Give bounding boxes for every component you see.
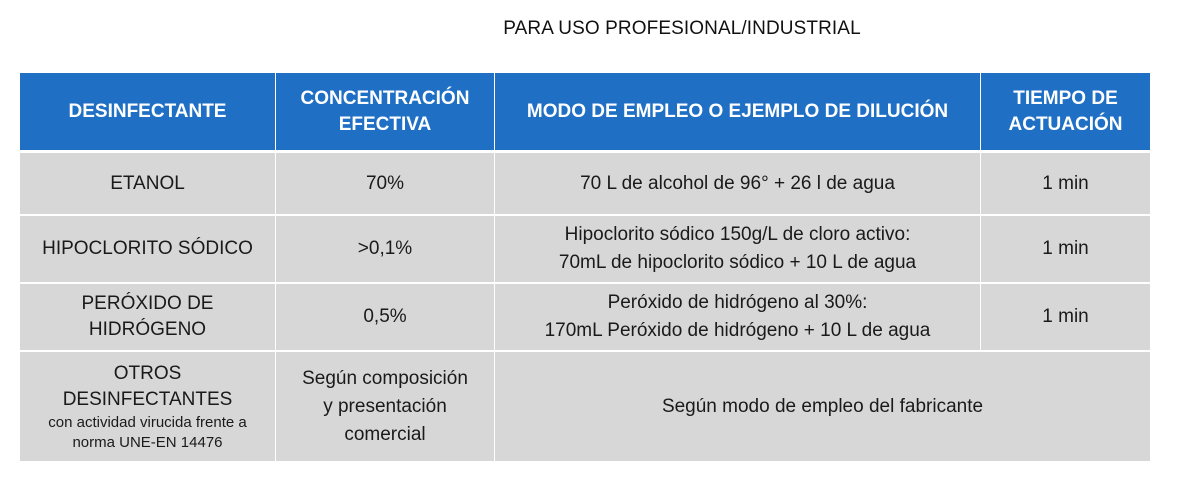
- page-title: PARA USO PROFESIONAL/INDUSTRIAL: [503, 18, 861, 39]
- disinfectant-table: DESINFECTANTE CONCENTRACIÓN EFECTIVA MOD…: [20, 73, 1150, 461]
- table-header-row: DESINFECTANTE CONCENTRACIÓN EFECTIVA MOD…: [20, 73, 1150, 153]
- cell-time: 1 min: [981, 153, 1150, 216]
- cell-disinfectant: ETANOL: [20, 153, 276, 216]
- disinfectant-note: con actividad virucida frente a: [48, 413, 247, 431]
- cell-time: 1 min: [981, 216, 1150, 284]
- cell-usage-merged: Según modo de empleo del fabricante: [495, 352, 1150, 461]
- disinfectant-note: norma UNE-EN 14476: [72, 433, 223, 451]
- header-time: TIEMPO DE ACTUACIÓN: [981, 73, 1150, 153]
- cell-concentration: Según composición y presentación comerci…: [276, 352, 495, 461]
- cell-usage: 70 L de alcohol de 96° + 26 l de agua: [495, 153, 981, 216]
- table-row: ETANOL 70% 70 L de alcohol de 96° + 26 l…: [20, 153, 1150, 216]
- cell-disinfectant: PERÓXIDO DE HIDRÓGENO: [20, 284, 276, 352]
- cell-concentration: >0,1%: [276, 216, 495, 284]
- cell-disinfectant: OTROS DESINFECTANTES con actividad viruc…: [20, 352, 276, 461]
- cell-concentration: 0,5%: [276, 284, 495, 352]
- table-row: OTROS DESINFECTANTES con actividad viruc…: [20, 352, 1150, 461]
- cell-disinfectant: HIPOCLORITO SÓDICO: [20, 216, 276, 284]
- header-usage: MODO DE EMPLEO O EJEMPLO DE DILUCIÓN: [495, 73, 981, 153]
- cell-usage: Hipoclorito sódico 150g/L de cloro activ…: [495, 216, 981, 284]
- cell-concentration: 70%: [276, 153, 495, 216]
- table-row: PERÓXIDO DE HIDRÓGENO 0,5% Peróxido de h…: [20, 284, 1150, 352]
- header-disinfectant: DESINFECTANTE: [20, 73, 276, 153]
- table-row: HIPOCLORITO SÓDICO >0,1% Hipoclorito sód…: [20, 216, 1150, 284]
- header-concentration: CONCENTRACIÓN EFECTIVA: [276, 73, 495, 153]
- cell-time: 1 min: [981, 284, 1150, 352]
- cell-usage: Peróxido de hidrógeno al 30%: 170mL Peró…: [495, 284, 981, 352]
